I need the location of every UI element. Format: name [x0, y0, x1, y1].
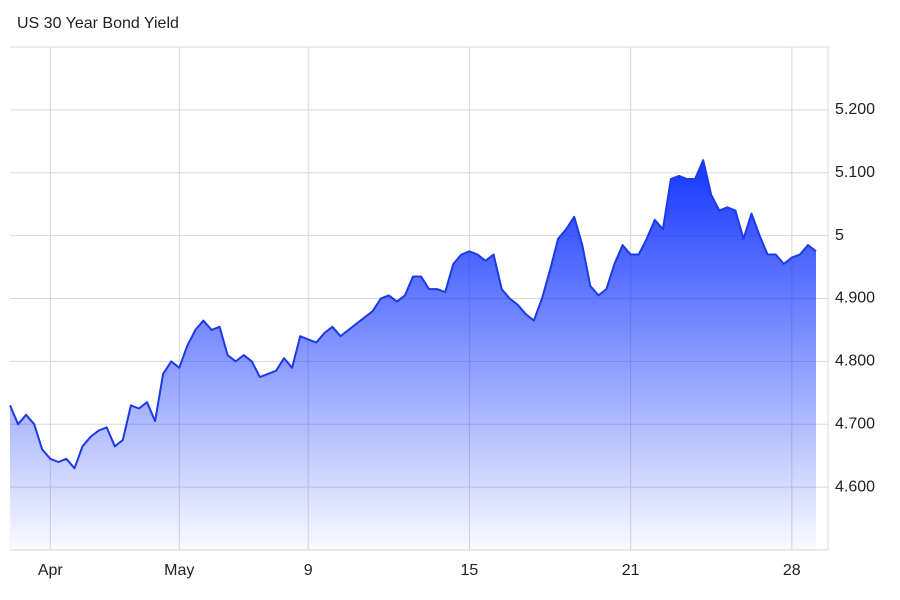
- x-tick-label: Apr: [38, 562, 64, 579]
- line: [9, 159, 817, 470]
- x-tick-label: 21: [622, 562, 640, 579]
- y-tick-label: 4.900: [835, 290, 875, 307]
- x-tick-label: 28: [783, 562, 801, 579]
- x-tick-label: May: [164, 562, 194, 579]
- y-tick-label: 5.100: [835, 164, 875, 181]
- x-tick-label: 15: [461, 562, 479, 579]
- chart-title: US 30 Year Bond Yield: [17, 15, 179, 32]
- y-tick-label: 4.700: [835, 415, 875, 432]
- x-tick-label: 9: [304, 562, 313, 579]
- y-tick-label: 4.600: [835, 478, 875, 495]
- y-tick-label: 5.200: [835, 101, 875, 118]
- y-tick-label: 5: [835, 227, 844, 244]
- area-fill: [10, 160, 816, 550]
- y-tick-label: 4.800: [835, 353, 875, 370]
